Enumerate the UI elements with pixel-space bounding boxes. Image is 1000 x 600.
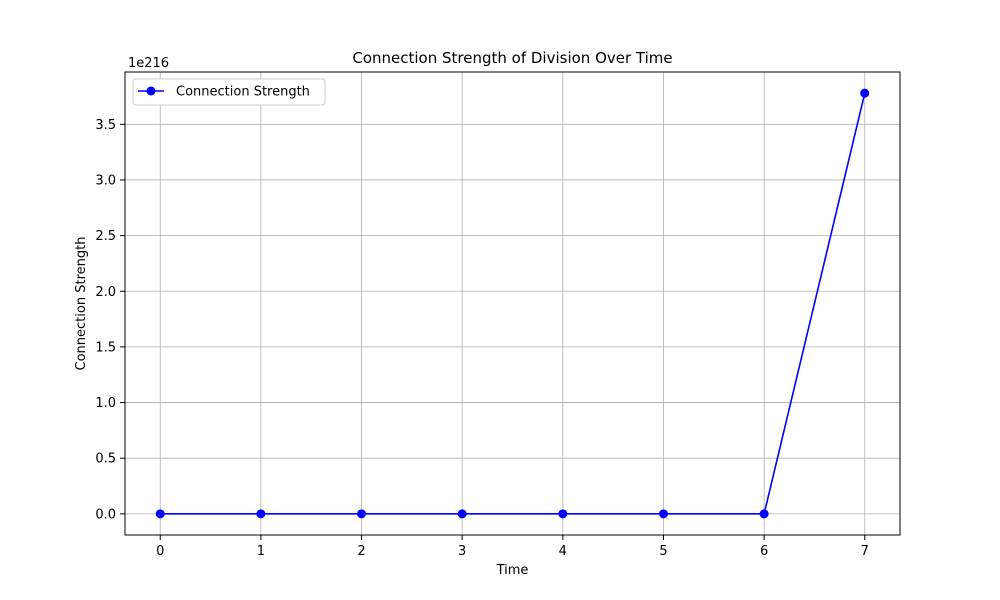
data-point <box>759 509 769 519</box>
y-tick-label: 3.0 <box>95 173 116 188</box>
series-line <box>160 92 866 515</box>
data-point <box>860 88 870 98</box>
data-point <box>658 509 668 519</box>
x-tick-label: 4 <box>559 544 567 559</box>
series-layer <box>155 88 870 519</box>
data-point <box>357 509 367 519</box>
legend-label: Connection Strength <box>176 85 310 100</box>
y-axis-offset-label: 1e216 <box>128 56 169 71</box>
y-tick-label: 1.5 <box>95 340 116 355</box>
x-tick-label: 5 <box>659 544 667 559</box>
y-axis: 0.0 0.5 1.0 1.5 2.0 2.5 3.0 3.5 <box>95 118 125 522</box>
x-axis-label: Time <box>496 563 529 578</box>
y-tick-label: 0.0 <box>95 507 116 522</box>
x-tick-label: 3 <box>458 544 466 559</box>
legend: Connection Strength <box>132 78 326 106</box>
x-tick-label: 7 <box>861 544 869 559</box>
data-point <box>558 509 568 519</box>
legend-box <box>132 78 326 106</box>
y-tick-label: 1.0 <box>95 396 116 411</box>
data-point <box>457 509 467 519</box>
y-tick-label: 0.5 <box>95 452 116 467</box>
y-axis-label: Connection Strength <box>74 237 89 371</box>
x-axis: 0 1 2 3 4 5 6 7 <box>156 535 869 559</box>
y-tick-label: 3.5 <box>95 118 116 133</box>
y-tick-label: 2.0 <box>95 285 116 300</box>
x-tick-label: 2 <box>357 544 365 559</box>
y-tick-label: 2.5 <box>95 229 116 244</box>
legend-marker <box>146 86 156 96</box>
x-tick-label: 6 <box>760 544 768 559</box>
x-tick-label: 0 <box>156 544 164 559</box>
plot-area-frame <box>124 71 901 536</box>
data-point <box>256 509 266 519</box>
x-tick-label: 1 <box>257 544 265 559</box>
data-point <box>155 509 165 519</box>
chart-title: Connection Strength of Division Over Tim… <box>352 49 672 67</box>
